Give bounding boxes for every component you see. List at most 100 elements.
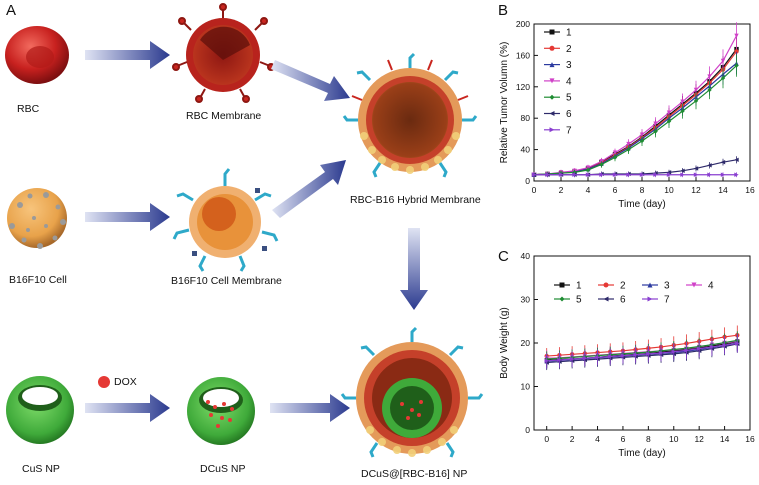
data-point <box>735 340 740 346</box>
data-point <box>671 348 676 354</box>
x-tick-label: 0 <box>532 185 537 195</box>
data-point <box>735 339 740 344</box>
series-4 <box>544 332 740 367</box>
data-point <box>693 87 699 93</box>
data-point <box>569 357 575 362</box>
data-point <box>680 168 685 173</box>
data-point <box>639 135 645 141</box>
data-point <box>684 346 689 351</box>
caption-dcus-np: DCuS NP <box>200 463 246 475</box>
legend-marker-3 <box>647 282 653 288</box>
caption-final-np: DCuS@[RBC-B16] NP <box>361 468 468 480</box>
data-point <box>693 172 699 177</box>
data-point <box>531 172 537 177</box>
data-point <box>545 171 550 177</box>
data-point <box>545 171 550 177</box>
data-point <box>720 58 726 64</box>
series-line <box>533 35 738 176</box>
legend-marker-7 <box>549 127 555 133</box>
data-point <box>707 74 712 79</box>
series-5 <box>531 54 739 178</box>
data-point <box>734 46 739 52</box>
data-point <box>557 359 562 364</box>
data-point <box>569 354 575 360</box>
x-tick-label: 12 <box>694 434 704 444</box>
data-point <box>693 92 699 97</box>
series-6 <box>531 156 739 178</box>
data-point <box>545 171 550 177</box>
dox-dot-icon <box>98 376 110 388</box>
data-point <box>709 346 715 351</box>
data-point <box>646 349 651 354</box>
data-point <box>582 351 588 356</box>
data-point <box>633 347 638 352</box>
series-1 <box>531 36 739 178</box>
x-tick-label: 8 <box>640 185 645 195</box>
data-point <box>608 354 613 359</box>
data-point <box>572 168 577 173</box>
y-tick-label: 160 <box>516 50 530 60</box>
data-point <box>545 172 550 177</box>
data-point <box>693 166 699 171</box>
data-point <box>557 358 562 363</box>
data-point <box>557 356 562 361</box>
b16f10-cell-illustration <box>7 188 67 249</box>
data-point <box>720 172 726 177</box>
legend-label-3: 3 <box>566 60 572 71</box>
data-point <box>626 172 631 177</box>
data-point <box>666 112 672 118</box>
series-line <box>546 343 738 364</box>
data-point <box>585 172 591 177</box>
data-point <box>599 161 604 166</box>
legend-label-2: 2 <box>620 281 626 292</box>
arrow-hybrid-to-final <box>400 228 428 310</box>
legend-marker-5 <box>559 296 565 302</box>
legend-marker-5 <box>549 94 555 100</box>
data-point <box>595 356 600 362</box>
hybrid-membrane-illustration <box>342 52 478 178</box>
data-point <box>653 172 658 177</box>
rbc-illustration <box>5 26 69 84</box>
data-point <box>639 136 645 141</box>
series-4 <box>531 22 739 178</box>
data-point <box>531 172 537 177</box>
data-point <box>612 152 618 157</box>
arrow-b16-to-membrane <box>85 203 170 231</box>
data-point <box>684 346 689 351</box>
data-point <box>620 353 626 358</box>
data-point <box>582 354 588 359</box>
series-2 <box>531 39 739 178</box>
data-point <box>544 358 549 363</box>
series-line <box>533 65 737 176</box>
plot-frame <box>533 255 751 431</box>
series-6 <box>544 334 740 371</box>
y-tick-label: 40 <box>521 251 531 261</box>
data-point <box>734 49 739 54</box>
y-axis-label: Body Weight (g) <box>499 307 510 379</box>
data-point <box>707 79 712 84</box>
data-point <box>722 342 727 348</box>
x-tick-label: 10 <box>664 185 674 195</box>
data-point <box>569 352 575 357</box>
data-point <box>693 94 699 100</box>
data-point <box>633 352 638 357</box>
legend-marker-3 <box>549 62 555 68</box>
data-point <box>658 349 664 355</box>
data-point <box>639 134 645 140</box>
data-point <box>671 349 676 354</box>
x-tick-label: 2 <box>570 434 575 444</box>
data-point <box>658 351 664 356</box>
data-point <box>557 357 562 363</box>
caption-b16f10-membrane: B16F10 Cell Membrane <box>171 275 282 287</box>
data-point <box>735 339 740 344</box>
data-point <box>569 358 575 364</box>
data-point <box>633 350 638 355</box>
data-point <box>709 342 715 347</box>
panel-b-label: B <box>498 2 509 19</box>
data-point <box>599 159 604 165</box>
legend-marker-4 <box>691 282 697 288</box>
data-point <box>646 351 651 356</box>
data-point <box>684 348 689 353</box>
data-point <box>531 172 537 177</box>
data-point <box>646 353 651 358</box>
